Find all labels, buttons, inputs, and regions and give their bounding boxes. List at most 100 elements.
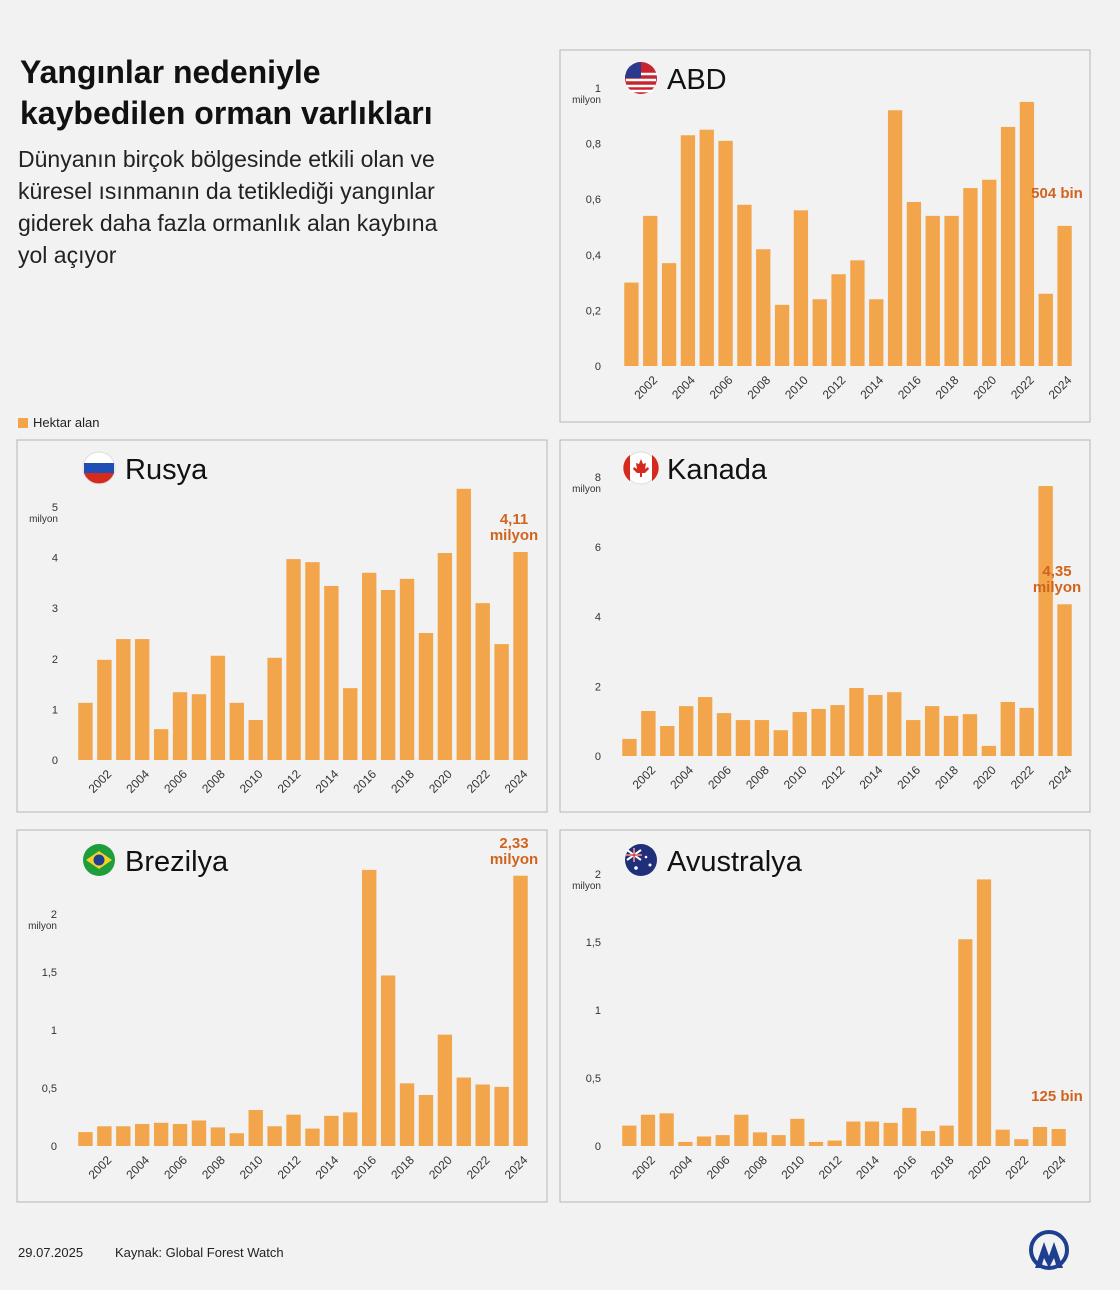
logo-mark xyxy=(1035,1242,1063,1268)
bar xyxy=(191,1120,207,1146)
bar xyxy=(1038,293,1053,366)
y-tick-label: 1,5 xyxy=(586,937,601,949)
x-tick-label: 2022 xyxy=(1003,1153,1032,1182)
chart-title: Avustralya xyxy=(667,846,803,878)
flag-globe xyxy=(93,854,105,866)
bar xyxy=(135,1123,150,1146)
bar xyxy=(78,1132,93,1146)
y-unit: milyon xyxy=(29,514,58,525)
bar xyxy=(324,585,339,760)
y-tick-label: 0 xyxy=(595,361,601,373)
x-tick-label: 2002 xyxy=(631,373,660,402)
x-tick-label: 2002 xyxy=(629,1153,658,1182)
bar xyxy=(752,1132,768,1146)
chart-title: Rusya xyxy=(125,454,208,486)
flag-star xyxy=(648,863,652,867)
bar xyxy=(771,1135,786,1146)
bar xyxy=(640,1114,656,1146)
y-unit: milyon xyxy=(572,484,601,495)
bar xyxy=(116,1126,131,1146)
chart-title: ABD xyxy=(667,64,727,96)
bar xyxy=(850,260,865,366)
y-tick-label: 1 xyxy=(595,1005,601,1017)
bar xyxy=(362,869,377,1146)
y-tick-label: 0,5 xyxy=(586,1073,601,1085)
y-tick-label: 0 xyxy=(52,755,58,767)
bar xyxy=(939,1125,954,1146)
x-tick-label: 2016 xyxy=(891,1153,920,1182)
bar xyxy=(305,1128,320,1146)
y-unit: milyon xyxy=(28,921,57,932)
y-tick-label: 0,8 xyxy=(586,139,601,151)
bar xyxy=(456,1077,471,1146)
bar xyxy=(494,644,509,760)
bar xyxy=(1051,1129,1066,1146)
page-subtitle: Dünyanın birçok bölgesinde etkili olan v… xyxy=(18,146,438,268)
bar xyxy=(135,639,150,760)
x-tick-label: 2012 xyxy=(275,1153,304,1182)
x-tick-label: 2024 xyxy=(502,767,531,796)
bar xyxy=(864,1121,880,1146)
bar xyxy=(790,1118,805,1146)
y-tick-label: 0,6 xyxy=(586,194,601,206)
chart-title: Kanada xyxy=(667,454,768,486)
y-tick-label: 4 xyxy=(595,612,601,624)
bar xyxy=(624,282,639,366)
bar xyxy=(399,1083,415,1146)
x-tick-label: 2024 xyxy=(1046,373,1075,402)
x-tick-label: 2004 xyxy=(667,763,696,792)
bar xyxy=(622,738,637,756)
bar xyxy=(659,1113,674,1146)
bar xyxy=(494,1086,509,1146)
x-tick-label: 2010 xyxy=(781,763,810,792)
bar xyxy=(172,692,188,760)
bar xyxy=(343,688,358,760)
x-tick-label: 2018 xyxy=(932,763,961,792)
bar xyxy=(887,110,903,367)
x-tick-label: 2008 xyxy=(199,1153,228,1182)
bar xyxy=(305,562,320,760)
x-tick-label: 2022 xyxy=(1008,373,1037,402)
flag-star xyxy=(634,866,638,870)
x-tick-label: 2020 xyxy=(965,1153,994,1182)
bar xyxy=(697,697,713,756)
bar xyxy=(808,1141,824,1146)
bar xyxy=(97,1126,112,1146)
x-tick-label: 2014 xyxy=(313,1153,342,1182)
x-tick-label: 2010 xyxy=(237,1153,266,1182)
bar xyxy=(475,1084,490,1146)
bar xyxy=(925,215,940,366)
bar xyxy=(153,1122,169,1146)
bar xyxy=(324,1115,339,1146)
x-tick-label: 2012 xyxy=(819,763,848,792)
legend-label: Hektar alan xyxy=(33,415,99,430)
bar xyxy=(622,1125,637,1146)
y-tick-label: 1 xyxy=(51,1025,57,1037)
bar xyxy=(883,1122,898,1146)
bar xyxy=(827,1140,842,1146)
bar xyxy=(716,713,732,756)
bar xyxy=(887,692,902,756)
x-tick-label: 2012 xyxy=(816,1153,845,1182)
bar xyxy=(513,552,528,760)
panel-frame xyxy=(16,829,548,1203)
x-tick-label: 2004 xyxy=(667,1153,696,1182)
x-tick-label: 2018 xyxy=(933,373,962,402)
flag-star xyxy=(644,855,648,859)
x-tick-label: 2014 xyxy=(857,763,886,792)
bar xyxy=(715,1135,730,1146)
x-tick-label: 2018 xyxy=(388,1153,417,1182)
x-tick-label: 2014 xyxy=(853,1153,882,1182)
bar xyxy=(1057,225,1072,366)
bar xyxy=(756,249,771,366)
bar xyxy=(1019,101,1035,367)
bar xyxy=(1014,1139,1029,1146)
bar xyxy=(380,589,396,760)
bar xyxy=(1019,707,1034,756)
bar xyxy=(116,639,131,760)
x-tick-label: 2018 xyxy=(388,767,417,796)
bar xyxy=(982,179,997,366)
bar xyxy=(1000,126,1016,366)
